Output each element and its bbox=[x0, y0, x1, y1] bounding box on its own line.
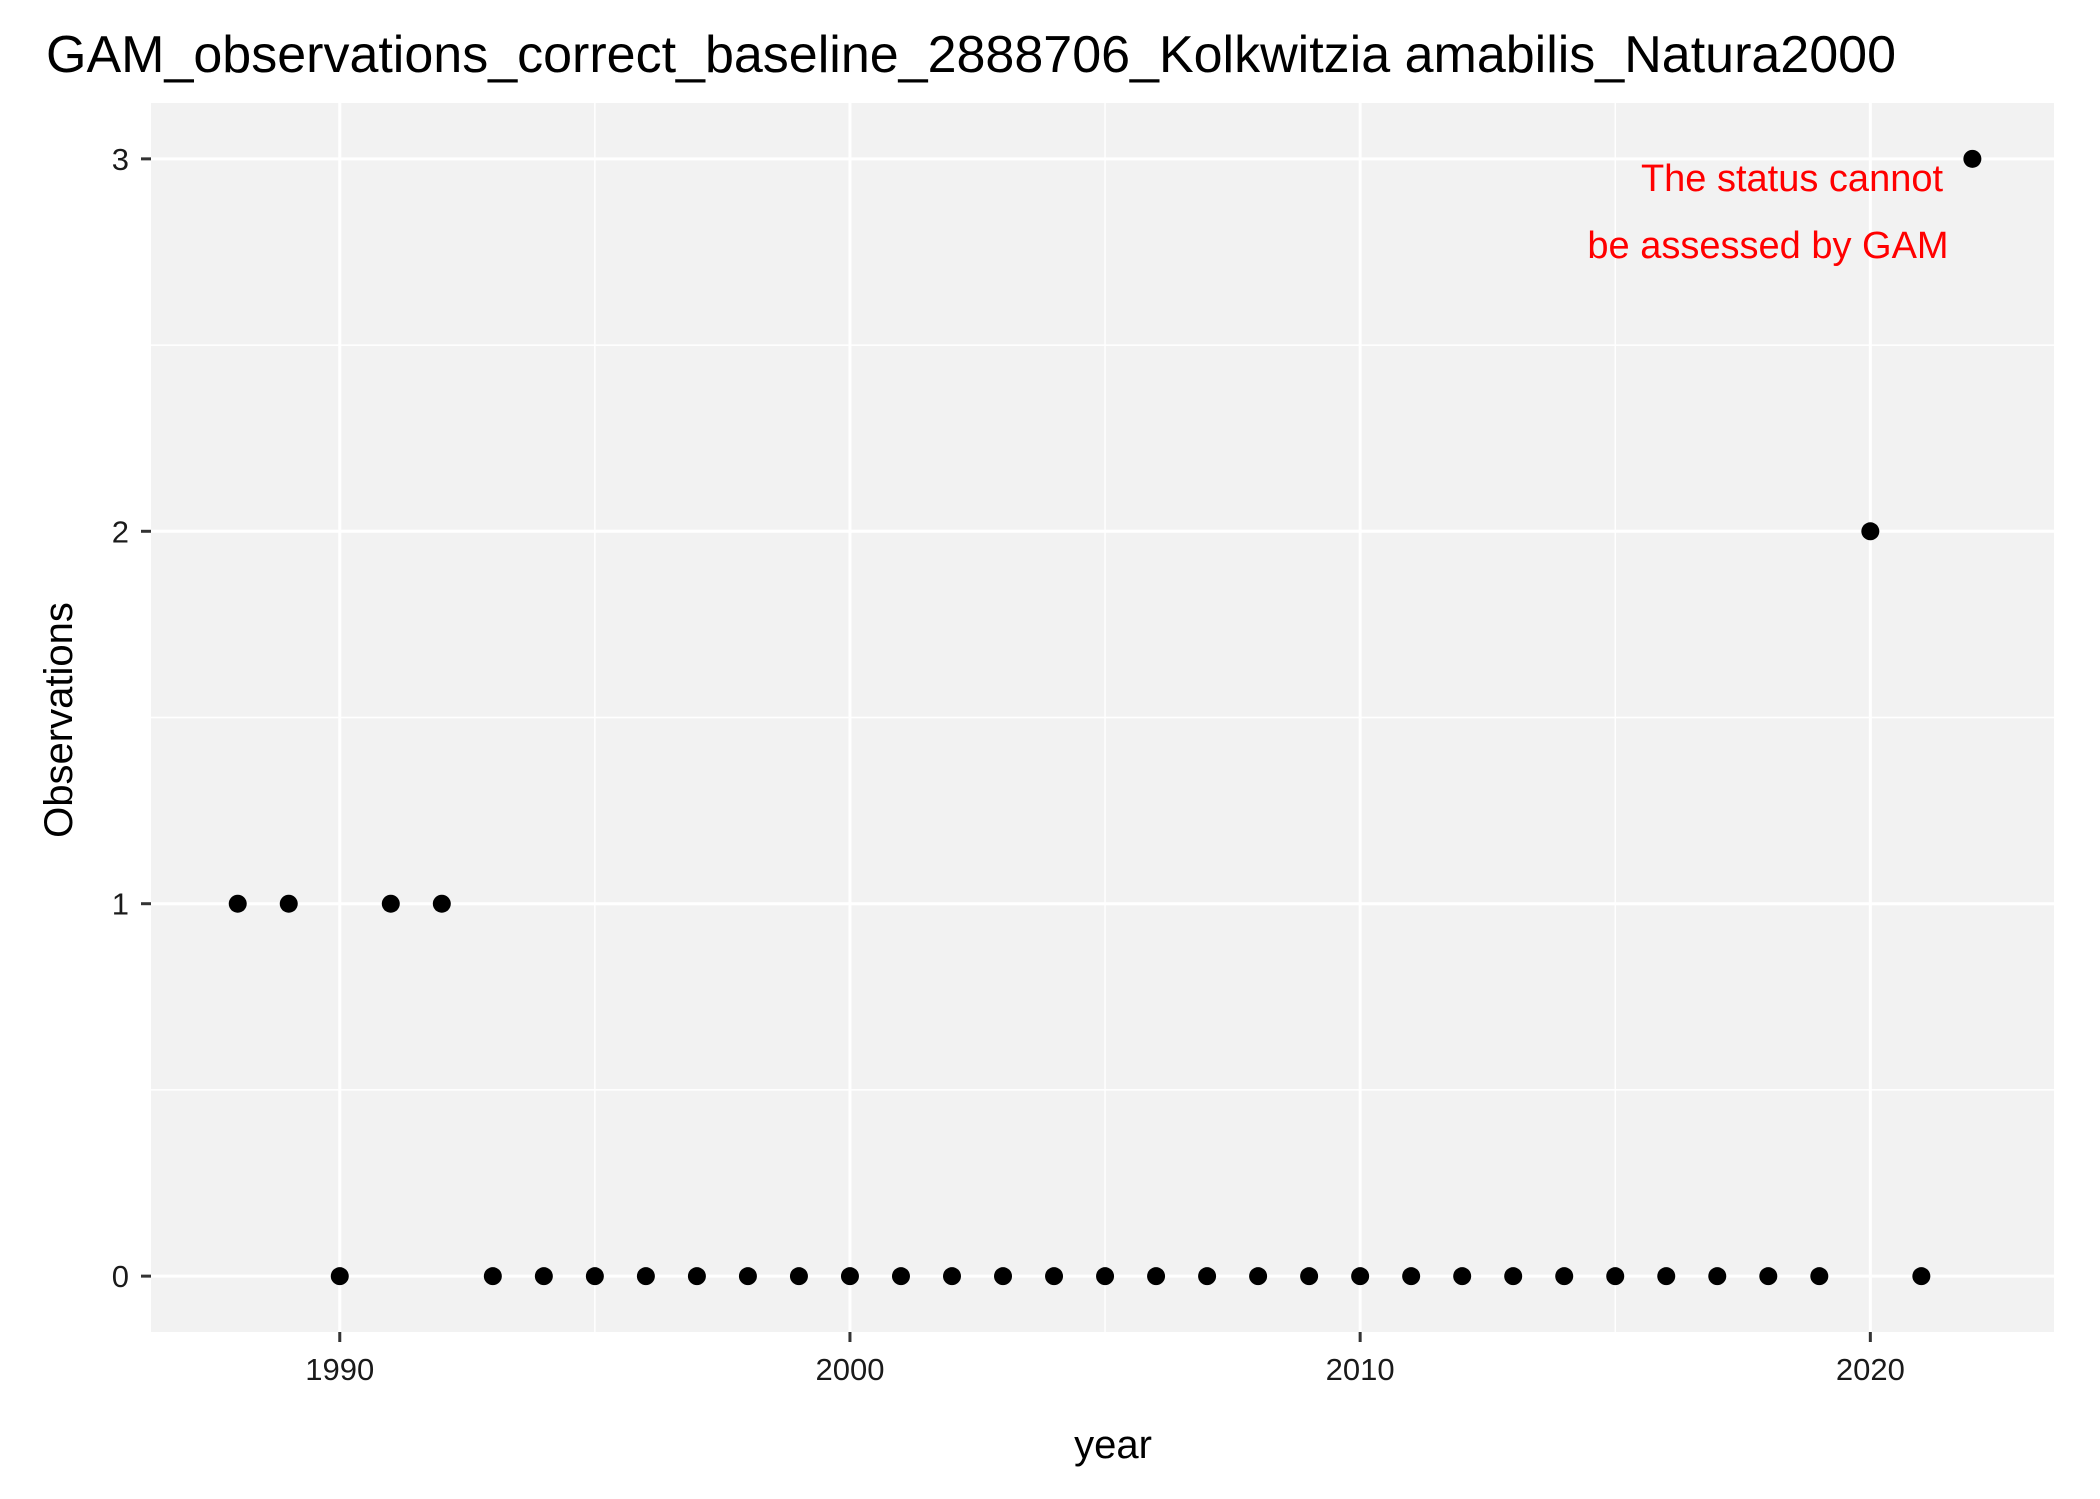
data-point bbox=[891, 1267, 910, 1286]
x-axis-title: year bbox=[1074, 1423, 1152, 1467]
data-point bbox=[1606, 1267, 1625, 1286]
data-point bbox=[1708, 1267, 1727, 1286]
data-point bbox=[1657, 1267, 1676, 1286]
annotation-line-2: be assessed by GAM bbox=[1587, 225, 1948, 267]
data-point bbox=[1351, 1267, 1370, 1286]
y-axis: 0 1 2 3 bbox=[112, 142, 151, 1294]
data-point bbox=[1402, 1267, 1421, 1286]
data-point bbox=[1912, 1267, 1931, 1286]
data-point bbox=[1759, 1267, 1778, 1286]
y-tick-label: 3 bbox=[112, 142, 129, 177]
data-point bbox=[1249, 1267, 1268, 1286]
data-point bbox=[636, 1267, 655, 1286]
data-points bbox=[228, 149, 1982, 1286]
x-axis: 1990 2000 2010 2020 bbox=[305, 1332, 1905, 1387]
annotation-line-1: The status cannot bbox=[1641, 158, 1944, 200]
data-point bbox=[1963, 149, 1982, 168]
y-tick-label: 2 bbox=[112, 514, 129, 549]
data-point bbox=[1861, 522, 1880, 541]
data-point bbox=[1453, 1267, 1472, 1286]
data-point bbox=[687, 1267, 706, 1286]
data-point bbox=[381, 894, 400, 913]
minor-grid bbox=[151, 103, 2054, 1332]
data-point bbox=[994, 1267, 1013, 1286]
data-point bbox=[585, 1267, 604, 1286]
data-point bbox=[840, 1267, 859, 1286]
data-point bbox=[534, 1267, 553, 1286]
data-point bbox=[942, 1267, 961, 1286]
data-point bbox=[789, 1267, 808, 1286]
y-tick-label: 1 bbox=[112, 887, 129, 922]
data-point bbox=[1300, 1267, 1319, 1286]
data-point bbox=[1096, 1267, 1115, 1286]
data-point bbox=[1045, 1267, 1064, 1286]
data-point bbox=[228, 894, 247, 913]
x-tick-label: 2010 bbox=[1326, 1352, 1395, 1387]
data-point bbox=[1810, 1267, 1829, 1286]
data-point bbox=[738, 1267, 757, 1286]
data-point bbox=[432, 894, 451, 913]
data-point bbox=[1198, 1267, 1217, 1286]
data-point bbox=[279, 894, 298, 913]
x-tick-label: 1990 bbox=[305, 1352, 374, 1387]
y-axis-title: Observations bbox=[37, 602, 81, 838]
data-point bbox=[483, 1267, 502, 1286]
annotation: The status cannot be assessed by GAM bbox=[1587, 158, 1948, 267]
data-point bbox=[1147, 1267, 1166, 1286]
x-tick-label: 2000 bbox=[815, 1352, 884, 1387]
y-tick-label: 0 bbox=[112, 1259, 129, 1294]
data-point bbox=[1555, 1267, 1574, 1286]
chart-title: GAM_observations_correct_baseline_288870… bbox=[46, 26, 1896, 84]
data-point bbox=[1504, 1267, 1523, 1286]
x-tick-label: 2020 bbox=[1836, 1352, 1905, 1387]
data-point bbox=[330, 1267, 349, 1286]
